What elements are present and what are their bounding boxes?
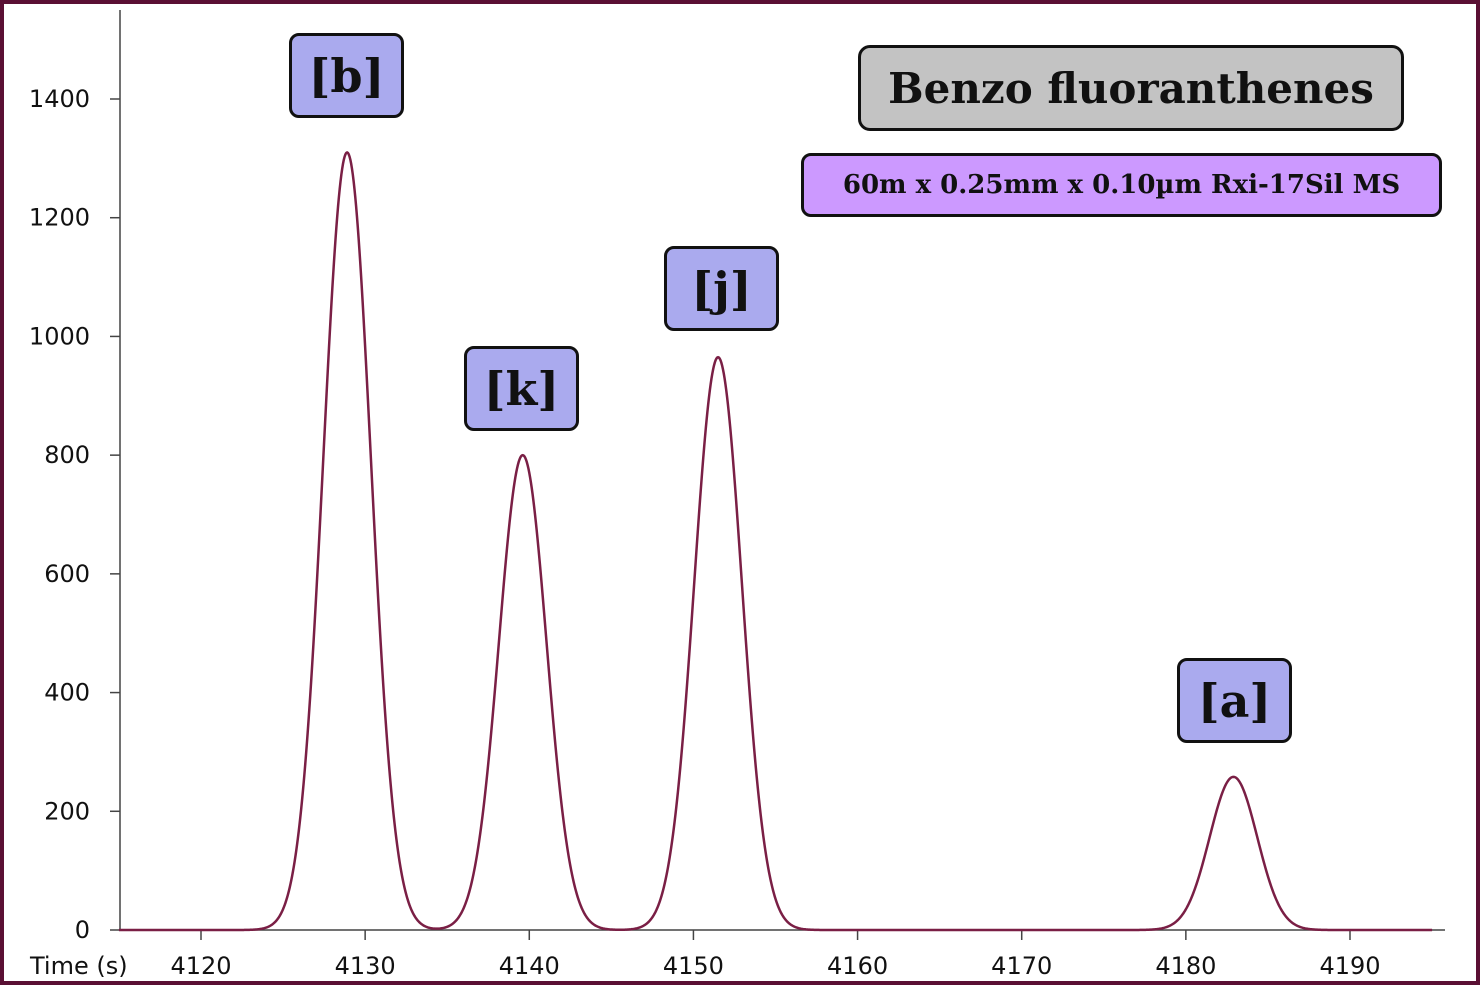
y-tick-label: 1200 [29, 204, 90, 232]
y-tick-label: 600 [44, 560, 90, 588]
peak-label-a: [a] [1177, 658, 1292, 743]
x-tick-label: 4160 [827, 952, 888, 980]
peak-label-b: [b] [289, 33, 404, 118]
y-tick-label: 0 [75, 916, 90, 944]
x-tick-label: 4170 [991, 952, 1052, 980]
x-tick-label: 4120 [170, 952, 231, 980]
peak-label-j: [j] [664, 246, 779, 331]
x-tick-label: 4140 [499, 952, 560, 980]
y-tick-label: 200 [44, 797, 90, 825]
series-group [118, 150, 1433, 932]
ticks: 0 200 400 600 800 1000 1200 1400 4120 4130 4140 415… [29, 85, 1381, 980]
y-tick-label: 1000 [29, 322, 90, 350]
chromatogram-trace [118, 150, 1433, 932]
peak-label-k: [k] [464, 346, 579, 431]
x-tick-label: 4180 [1155, 952, 1216, 980]
x-axis-title: Time (s) [29, 952, 128, 980]
x-tick-label: 4150 [663, 952, 724, 980]
x-tick-label: 4190 [1319, 952, 1380, 980]
axes [119, 10, 1445, 931]
chart-subtitle: 60m x 0.25mm x 0.10µm Rxi-17Sil MS [801, 153, 1442, 217]
x-tick-label: 4130 [335, 952, 396, 980]
y-tick-label: 800 [44, 441, 90, 469]
y-tick-label: 400 [44, 679, 90, 707]
y-tick-label: 1400 [29, 85, 90, 113]
chart-title: Benzo fluoranthenes [858, 45, 1404, 131]
